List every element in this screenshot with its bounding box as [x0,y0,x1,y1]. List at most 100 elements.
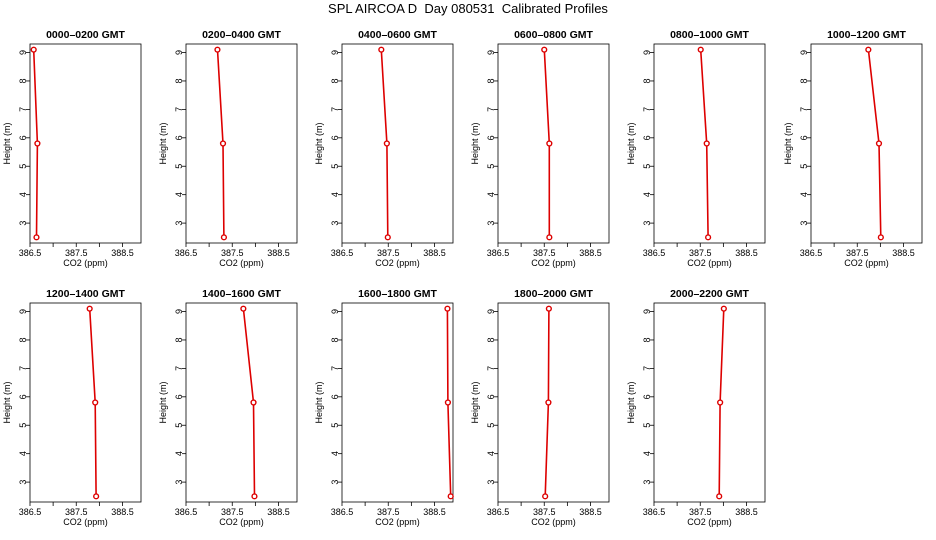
y-tick-label: 7 [330,366,340,371]
y-tick-label: 6 [18,394,28,399]
x-tick-label: 386.5 [331,507,354,517]
y-tick-label: 4 [486,192,496,197]
x-axis-label: CO2 (ppm) [531,517,576,527]
profile-point [33,234,40,241]
y-axis-label: Height (m) [314,122,324,164]
panel-title: 2000–2200 GMT [670,288,749,300]
x-tick-label: 388.5 [423,248,446,258]
x-tick-label: 387.5 [533,507,556,517]
profile-point [720,305,727,312]
y-axis-label: Height (m) [626,122,636,164]
profile-panel: 0000–0200 GMT 386.5 387.5 388.5 3 4 5 6 7 8 9 CO2 (… [2,29,142,268]
x-axis-label: CO2 (ppm) [375,517,420,527]
profile-panel: 1800–2000 GMT 386.5 387.5 388.5 3 4 5 6 7 8 9 CO2 (… [470,288,610,527]
profile-point [716,493,723,500]
profile-point [93,493,100,500]
y-tick-label: 8 [799,78,809,83]
y-tick-label: 9 [642,50,652,55]
profile-point [240,305,247,312]
profile-point [546,234,553,241]
y-tick-label: 3 [486,480,496,485]
y-tick-label: 7 [174,366,184,371]
x-axis-label: CO2 (ppm) [687,517,732,527]
x-tick-label: 387.5 [533,248,556,258]
x-tick-label: 388.5 [735,507,758,517]
y-tick-label: 7 [18,107,28,112]
x-tick-label: 386.5 [175,507,198,517]
y-tick-label: 8 [642,78,652,83]
panel-title: 0600–0800 GMT [514,29,593,41]
panel-title: 1200–1400 GMT [46,288,125,300]
y-tick-label: 5 [330,423,340,428]
y-tick-label: 7 [799,107,809,112]
profile-point [444,305,451,312]
y-tick-label: 7 [18,366,28,371]
y-tick-label: 8 [174,337,184,342]
x-axis-label: CO2 (ppm) [219,517,264,527]
panel-title: 1800–2000 GMT [514,288,593,300]
x-tick-label: 386.5 [487,248,510,258]
y-tick-label: 5 [642,164,652,169]
y-tick-label: 3 [330,480,340,485]
plot-frame [497,302,610,503]
x-tick-label: 387.5 [221,507,244,517]
y-tick-label: 8 [486,337,496,342]
profile-point [697,46,704,53]
y-tick-label: 3 [799,221,809,226]
y-axis-label: Height (m) [470,122,480,164]
x-tick-label: 388.5 [111,248,134,258]
profile-panel: 2000–2200 GMT 386.5 387.5 388.5 3 4 5 6 7 8 9 CO2 (… [626,288,766,527]
plot-frame [185,43,298,244]
y-tick-label: 3 [18,480,28,485]
plot-frame [341,43,454,244]
panel-title: 1600–1800 GMT [358,288,437,300]
panel-title: 1400–1600 GMT [202,288,281,300]
y-tick-label: 5 [799,164,809,169]
x-axis-label: CO2 (ppm) [375,258,420,268]
profile-point [251,493,258,500]
profile-panel: 0200–0400 GMT 386.5 387.5 388.5 3 4 5 6 7 8 9 CO2 (… [158,29,298,268]
x-tick-label: 387.5 [689,248,712,258]
y-tick-label: 4 [330,451,340,456]
x-tick-label: 388.5 [267,507,290,517]
profile-point [703,140,710,147]
profile-point [34,140,41,147]
profile-point [542,493,549,500]
profile-point [545,399,552,406]
x-tick-label: 388.5 [579,248,602,258]
y-tick-label: 6 [486,394,496,399]
profile-point [250,399,257,406]
profile-point [214,46,221,53]
y-tick-label: 6 [486,135,496,140]
profile-point [92,399,99,406]
y-axis-label: Height (m) [626,381,636,423]
panel-title: 0800–1000 GMT [670,29,749,41]
profile-point [875,140,883,147]
y-tick-label: 8 [18,337,28,342]
profile-point [378,46,385,53]
y-tick-label: 3 [174,480,184,485]
y-tick-label: 4 [486,451,496,456]
y-tick-label: 7 [330,107,340,112]
x-tick-label: 386.5 [331,248,354,258]
plot-frame [653,43,766,244]
x-tick-label: 388.5 [111,507,134,517]
profile-point [877,234,884,241]
y-tick-label: 9 [799,50,809,55]
x-axis-label: CO2 (ppm) [63,258,108,268]
panel-title: 0400–0600 GMT [358,29,437,41]
y-tick-label: 3 [18,221,28,226]
x-tick-label: 388.5 [423,507,446,517]
x-tick-label: 386.5 [487,507,510,517]
y-tick-label: 5 [18,423,28,428]
x-axis-label: CO2 (ppm) [844,258,889,268]
y-tick-label: 8 [174,78,184,83]
y-tick-label: 4 [642,451,652,456]
x-tick-label: 386.5 [19,248,42,258]
y-tick-label: 5 [330,164,340,169]
y-tick-label: 6 [174,135,184,140]
profile-point [383,140,390,147]
x-tick-label: 387.5 [846,248,869,258]
y-tick-label: 6 [799,135,809,140]
